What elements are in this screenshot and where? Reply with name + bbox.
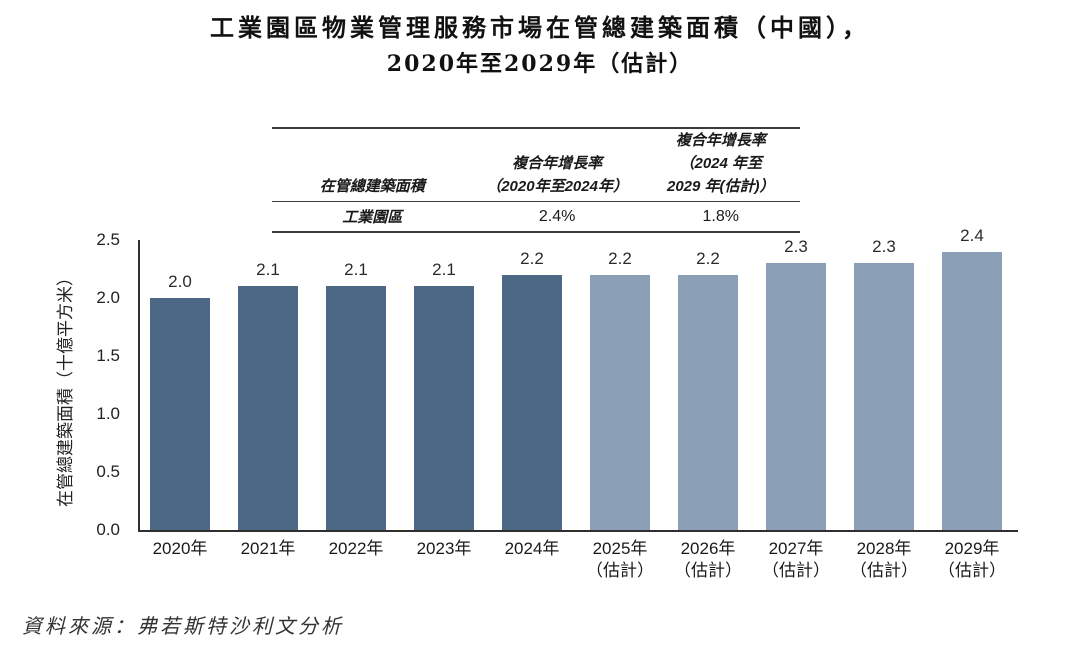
cagr-header-gfa: 在管總建築面積	[319, 178, 425, 195]
cagr-table-header-row: 在管總建築面積 複合年增長率 （2020年至2024年） 複合年增長率 （202…	[272, 129, 800, 202]
x-tick-label: 2027年 （估計）	[762, 539, 830, 580]
x-tick-label: 2024年	[504, 539, 560, 558]
cagr-value-2020-2024: 2.4%	[538, 207, 576, 225]
x-tick-label: 2020年	[152, 539, 208, 558]
bar-value-label: 2.4	[960, 226, 984, 245]
bar-value-label: 2.2	[520, 249, 544, 268]
cagr-table: 在管總建築面積 複合年增長率 （2020年至2024年） 複合年增長率 （202…	[272, 127, 800, 233]
bar-2021年	[238, 286, 298, 530]
bar-2026年	[678, 275, 738, 530]
x-tick-label: 2029年 （估計）	[938, 539, 1006, 580]
cagr-table-data-row: 工業園區 2.4% 1.8%	[272, 202, 800, 231]
y-tick-label: 0.0	[96, 520, 120, 539]
source-note: 資料來源：弗若斯特沙利文分析	[22, 614, 344, 638]
x-tick-label: 2021年	[240, 539, 296, 558]
y-tick-label: 1.5	[96, 346, 120, 365]
bar-2025年	[590, 275, 650, 530]
bar-value-label: 2.0	[168, 272, 192, 291]
bar-2027年	[766, 263, 826, 530]
cagr-header-2020-2024: 複合年增長率 （2020年至2024年）	[486, 155, 628, 195]
cagr-row-label: 工業園區	[342, 209, 403, 226]
bar-value-label: 2.1	[432, 260, 456, 279]
bar-2023年	[414, 286, 474, 530]
bar-value-label: 2.3	[784, 237, 808, 256]
bar-value-label: 2.3	[872, 237, 896, 256]
bar-2024年	[502, 275, 562, 530]
bar-value-label: 2.1	[256, 260, 280, 279]
chart-title-line1: 工業園區物業管理服務市場在管總建築面積（中國），	[210, 13, 870, 42]
x-tick-label: 2023年	[416, 539, 472, 558]
x-tick-label: 2026年 （估計）	[674, 539, 742, 580]
bar-2020年	[150, 298, 210, 530]
y-tick-label: 2.5	[96, 230, 120, 249]
bar-value-label: 2.1	[344, 260, 368, 279]
bar-2022年	[326, 286, 386, 530]
y-tick-label: 2.0	[96, 288, 120, 307]
y-axis-label: 在管總建築面積（十億平方米）	[56, 269, 75, 507]
x-tick-label: 2028年 （估計）	[850, 539, 918, 580]
x-axis-line	[138, 530, 1018, 532]
bar-2029年	[942, 252, 1002, 530]
bar-2028年	[854, 263, 914, 530]
chart-title-line2: 2020年至2029年（估計）	[386, 51, 694, 77]
y-tick-label: 1.0	[96, 404, 120, 423]
cagr-value-2024-2029: 1.8%	[702, 207, 739, 225]
cagr-header-2024-2029: 複合年增長率 （2024 年至 2029 年(估計)）	[667, 132, 775, 195]
y-axis-line	[138, 240, 140, 532]
x-tick-label: 2022年	[328, 539, 384, 558]
bar-value-label: 2.2	[608, 249, 632, 268]
x-tick-label: 2025年 （估計）	[586, 539, 654, 580]
bar-value-label: 2.2	[696, 249, 720, 268]
y-tick-label: 0.5	[96, 462, 120, 481]
